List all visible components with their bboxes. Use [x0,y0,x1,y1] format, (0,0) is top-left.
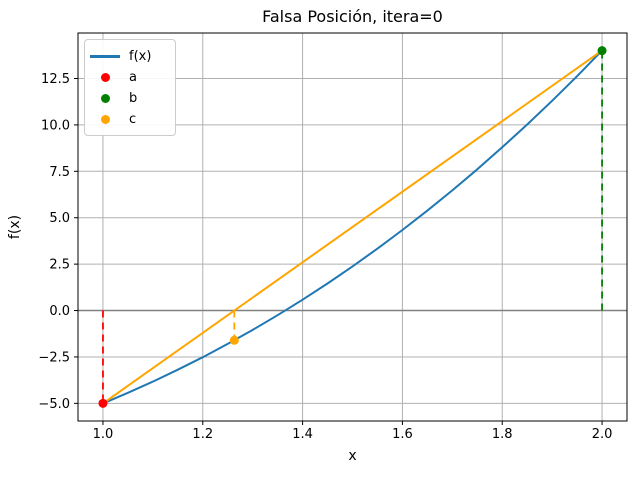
fx-line-swatch [89,55,121,58]
fx-curve [102,49,603,405]
point-a [98,398,108,408]
y-tick-label: 12.5 [41,72,70,87]
legend: f(x) a b c [84,39,176,136]
legend-entry-a: a [85,67,175,88]
point-b-dot-swatch [89,94,121,103]
legend-entry-fx: f(x) [85,46,175,67]
legend-entry-c: c [85,109,175,130]
y-tick-label: 5.0 [49,211,70,226]
chart-title: Falsa Posición, itera=0 [262,7,443,26]
x-tick-label: 1.0 [93,427,114,442]
y-tick-label: 2.5 [49,258,70,273]
x-tick-label: 1.6 [392,427,413,442]
y-tick-label: 0.0 [49,304,70,319]
legend-label: c [129,112,137,127]
x-tick-label: 1.8 [492,427,513,442]
y-axis-label: f(x) [7,214,23,240]
y-tick-label: 7.5 [49,165,70,180]
y-tick-label: 10.0 [41,118,70,133]
plot-border [77,32,628,422]
point-b [597,46,607,56]
point-c [229,335,239,345]
secant-line [102,49,603,405]
legend-label: f(x) [129,49,152,64]
y-tick-label: −2.5 [38,350,70,365]
legend-label: a [129,70,137,85]
x-tick-label: 2.0 [592,427,613,442]
x-tick-label: 1.2 [192,427,213,442]
legend-entry-b: b [85,88,175,109]
legend-label: b [129,91,138,106]
y-tick-label: −5.0 [38,397,70,412]
x-tick-label: 1.4 [292,427,313,442]
point-c-dot-swatch [89,115,121,124]
point-a-dot-swatch [89,73,121,82]
x-axis-label: x [348,448,357,464]
